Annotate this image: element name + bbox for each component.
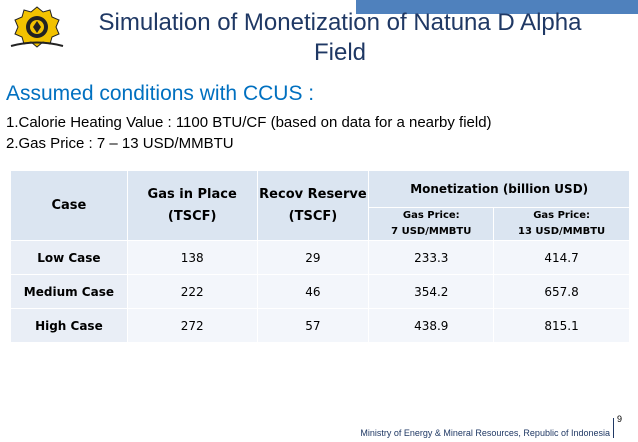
footer-divider (613, 418, 614, 438)
footer-ministry: Ministry of Energy & Mineral Resources, … (360, 428, 610, 438)
cell-recov-reserve: 57 (256, 308, 370, 343)
cell-case: High Case (10, 308, 128, 343)
header-accent-bar (356, 0, 638, 14)
table-row: Medium Case 222 46 354.2 657.8 (10, 274, 630, 309)
cell-monetization-13: 414.7 (493, 240, 630, 275)
cell-recov-reserve: 46 (256, 274, 370, 309)
header-case: Case (10, 170, 128, 241)
header-price-7: Gas Price: 7 USD/MMBTU (368, 207, 495, 241)
cell-gas-in-place: 222 (126, 274, 258, 309)
title-line-1: Simulation of Monetization of Natuna D A… (98, 9, 582, 36)
cell-case: Low Case (10, 240, 128, 275)
header-recov-line-2: (TSCF) (288, 208, 338, 224)
header-gas-in-place: Gas in Place (TSCF) (126, 170, 258, 241)
cell-monetization-7: 233.3 (368, 240, 495, 275)
header-price-13-line-2: 13 USD/MMBTU (518, 226, 606, 237)
cell-recov-reserve: 29 (256, 240, 370, 275)
page-number: 9 (617, 414, 623, 424)
cell-monetization-13: 815.1 (493, 308, 630, 343)
ministry-emblem-icon (10, 6, 64, 48)
section-subtitle: Assumed conditions with CCUS : (6, 82, 315, 105)
condition-calorie: 1.Calorie Heating Value : 1100 BTU/CF (b… (6, 114, 492, 131)
table-row: Low Case 138 29 233.3 414.7 (10, 240, 630, 275)
header-price-13-line-1: Gas Price: (533, 210, 590, 221)
cell-gas-in-place: 272 (126, 308, 258, 343)
header-monetization: Monetization (billion USD) (368, 170, 630, 208)
table-row: High Case 272 57 438.9 815.1 (10, 308, 630, 343)
header-price-13: Gas Price: 13 USD/MMBTU (493, 207, 630, 241)
condition-gas-price: 2.Gas Price : 7 – 13 USD/MMBTU (6, 135, 234, 152)
cell-gas-in-place: 138 (126, 240, 258, 275)
cell-monetization-7: 354.2 (368, 274, 495, 309)
header-gas-line-2: (TSCF) (167, 208, 217, 224)
header-gas-line-1: Gas in Place (147, 186, 237, 202)
cell-monetization-7: 438.9 (368, 308, 495, 343)
monetization-table: Case Gas in Place (TSCF) Recov Reserve (… (10, 170, 630, 343)
header-price-7-line-1: Gas Price: (402, 210, 460, 221)
cell-monetization-13: 657.8 (493, 274, 630, 309)
header-recov-reserve: Recov Reserve (TSCF) (256, 170, 370, 241)
page-title: Simulation of Monetization of Natuna D A… (70, 8, 610, 68)
header-recov-line-1: Recov Reserve (259, 186, 367, 202)
header-price-7-line-2: 7 USD/MMBTU (391, 226, 472, 237)
title-line-2: Field (313, 39, 367, 66)
cell-case: Medium Case (10, 274, 128, 309)
